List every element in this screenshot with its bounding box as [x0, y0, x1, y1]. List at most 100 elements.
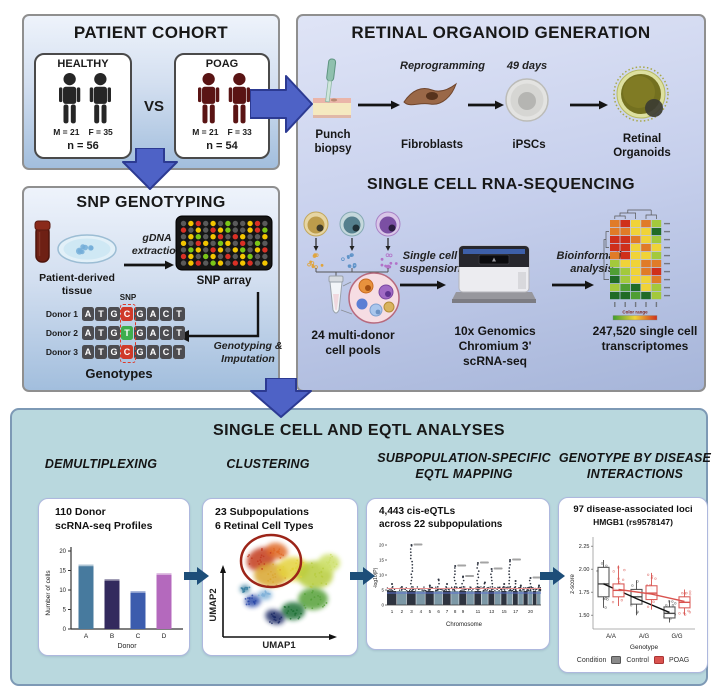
base-tile: C	[121, 306, 133, 321]
base-tile: C	[160, 325, 172, 340]
svg-text:G/G: G/G	[671, 634, 682, 640]
base-tile: C	[121, 344, 133, 359]
svg-text:A/A: A/A	[606, 634, 616, 640]
ipscs-label: iPSCs	[512, 139, 546, 151]
svg-text:2.00: 2.00	[579, 567, 590, 573]
svg-text:20: 20	[59, 549, 66, 555]
reprogramming-label: Reprogramming	[400, 60, 485, 72]
snp-array-icon	[175, 215, 273, 271]
base-tile: T	[95, 344, 107, 359]
poag-male-count: M = 21	[192, 127, 219, 137]
flow-arrow-icon	[468, 100, 504, 110]
svg-text:20: 20	[379, 543, 385, 548]
donor-name: Donor 3	[45, 346, 78, 357]
transcriptomes-label: 247,520 single cell transcriptomes	[592, 324, 698, 353]
svg-text:7: 7	[446, 609, 449, 614]
svg-text:10: 10	[59, 588, 66, 594]
svg-text:1.75: 1.75	[579, 590, 590, 596]
svg-text:Donor: Donor	[117, 643, 137, 650]
machine-label: 10x Genomics Chromium 3' scRNA-seq	[454, 324, 536, 368]
to-analyses-arrow-icon	[250, 378, 312, 418]
control-label: Control	[626, 656, 649, 664]
organoid-scrnaseq-panel: RETINAL ORGANOID GENERATION Reprogrammin…	[296, 14, 706, 392]
card3-title-line2: across 22 subpopulations	[379, 519, 503, 530]
poag-label: POAG	[668, 656, 690, 664]
analyses-title: SINGLE CELL AND EQTL ANALYSES	[213, 422, 505, 439]
svg-text:0: 0	[381, 603, 384, 608]
genotypes-label: Genotypes	[85, 366, 153, 381]
cohort-to-organoid-arrow-icon	[250, 75, 313, 133]
flow-arrow-icon	[124, 260, 174, 270]
heatmap-icon: Color range	[603, 209, 670, 321]
donor-name: Donor 1	[45, 308, 78, 319]
base-tile: A	[82, 344, 94, 359]
patient-tissue-icon	[34, 220, 117, 264]
svg-text:5: 5	[63, 608, 67, 614]
base-tile: A	[147, 325, 159, 340]
svg-text:Number of cells: Number of cells	[45, 570, 52, 616]
base-tile: G	[134, 325, 146, 340]
snp-array-label: SNP array	[196, 275, 252, 287]
poag-female-count: F = 33	[227, 127, 252, 137]
base-tile: A	[82, 325, 94, 340]
gdna-label: gDNA extraction	[131, 232, 183, 257]
healthy-persons-icon	[59, 72, 111, 124]
snp-tag-label: SNP	[119, 293, 137, 302]
fibroblasts-label: Fibroblasts	[401, 139, 463, 151]
svg-text:10: 10	[379, 573, 385, 578]
base-tile: G	[108, 344, 120, 359]
patient-cohort-title: PATIENT COHORT	[73, 23, 229, 42]
svg-text:9: 9	[462, 609, 465, 614]
svg-text:5: 5	[429, 609, 432, 614]
poag-persons-icon	[198, 72, 250, 124]
retinal-organoids-label: Retinal Organoids	[613, 133, 671, 160]
umap-plot: UMAP1 UMAP2	[209, 533, 340, 651]
healthy-group-box: HEALTHY M = 21 F = 35 n = 56	[34, 53, 132, 159]
svg-text:0: 0	[63, 627, 67, 633]
card1-title-line1: 110 Donor	[55, 506, 106, 518]
svg-text:6: 6	[437, 609, 440, 614]
card1-to-card2-arrow-icon	[184, 567, 209, 585]
healthy-label: HEALTHY	[57, 58, 109, 70]
suspension-label: Single cell suspension	[399, 250, 461, 276]
donor-name: Donor 2	[45, 327, 78, 338]
healthy-n-count: n = 56	[67, 140, 99, 152]
svg-text:15: 15	[59, 569, 66, 575]
base-tile: T	[173, 306, 185, 321]
svg-text:15: 15	[502, 609, 508, 614]
eqtl-mapping-card: 4,443 cis-eQTLs across 22 subpopulations…	[366, 498, 550, 650]
gxe-card: 97 disease-associated loci HMGB1 (rs9578…	[558, 497, 708, 673]
card2-title-line1: 23 Subpopulations	[215, 506, 309, 518]
base-tile: T	[173, 325, 185, 340]
base-tile: T	[95, 306, 107, 321]
svg-text:2.25: 2.25	[579, 544, 590, 550]
base-tile: T	[121, 325, 133, 340]
scrnaseq-title: SINGLE CELL RNA-SEQUENCING	[367, 176, 635, 193]
svg-text:B: B	[110, 633, 114, 640]
flow-arrow-icon	[400, 280, 446, 290]
svg-text:13: 13	[489, 609, 495, 614]
analyses-panel: SINGLE CELL AND EQTL ANALYSES DEMULTIPLE…	[10, 408, 711, 686]
patient-cohort-panel: PATIENT COHORT HEALTHY M = 21 F = 35 n =…	[22, 14, 280, 170]
card4-subtitle: HMGB1 (rs9578147)	[593, 517, 673, 527]
base-tile: G	[108, 325, 120, 340]
gxe-boxplot: 1.50 1.75 2.00 2.25 z-score A/A A/G G/G Genotype	[570, 537, 695, 651]
demultiplexing-card: 110 Donor scRNA-seq Profiles 0 5 10 15 20 A B C…	[38, 498, 190, 656]
base-tile: A	[82, 306, 94, 321]
svg-text:11: 11	[476, 609, 481, 614]
svg-text:A/G: A/G	[639, 634, 650, 640]
punch-biopsy-label: Punch biopsy	[314, 129, 352, 156]
poag-label: POAG	[205, 58, 239, 70]
svg-text:1: 1	[391, 609, 394, 614]
imputation-label: Genotyping & Imputation	[213, 340, 283, 365]
flow-arrow-icon	[552, 280, 594, 290]
punch-biopsy-icon	[313, 58, 351, 118]
snp-highlight-box	[120, 304, 136, 363]
demultiplexing-header: DEMULTIPLEXING	[44, 457, 158, 471]
snp-genotyping-panel: SNP GENOTYPING Patient-derived tissue gD…	[22, 186, 282, 392]
clustering-header: CLUSTERING	[226, 457, 310, 471]
